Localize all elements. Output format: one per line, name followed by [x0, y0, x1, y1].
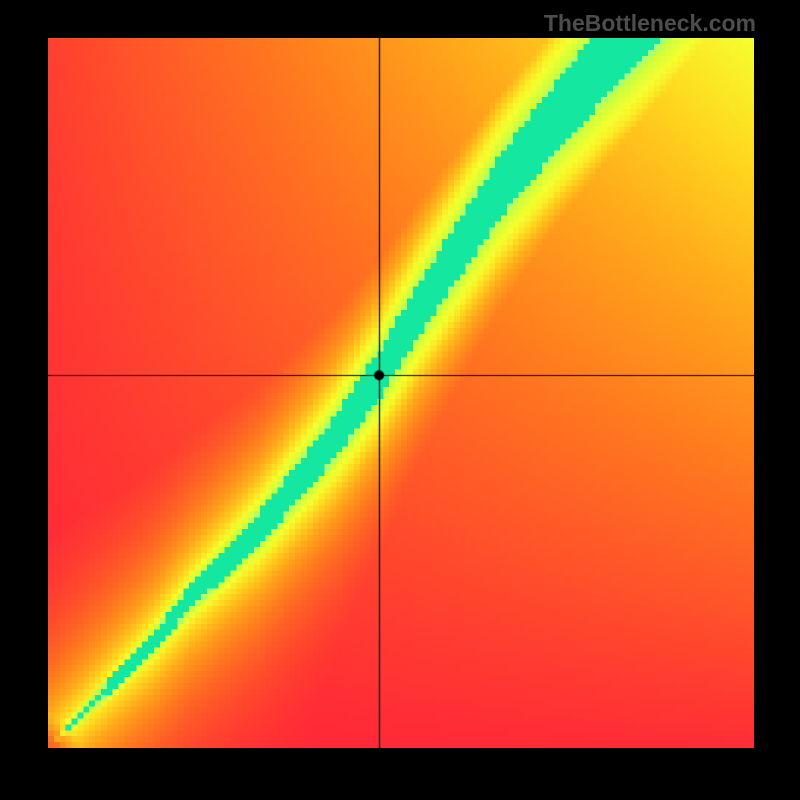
chart-container: TheBottleneck.com — [0, 0, 800, 800]
crosshair-overlay — [48, 38, 754, 748]
watermark-label: TheBottleneck.com — [544, 10, 756, 37]
